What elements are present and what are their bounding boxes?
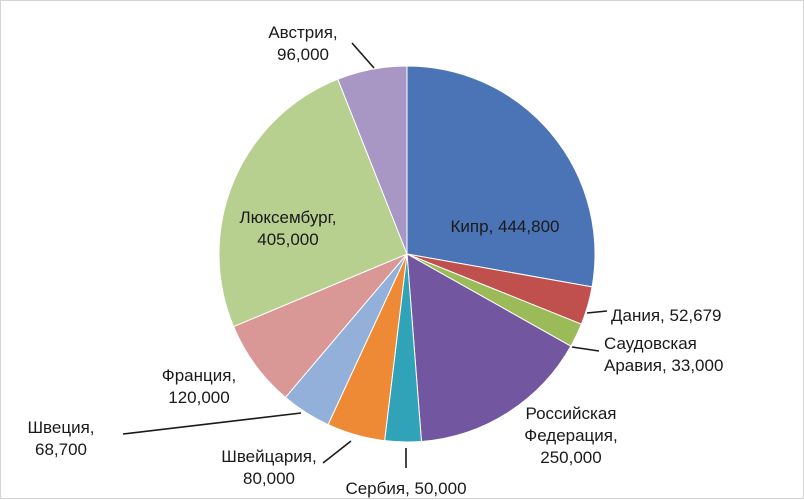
data-label-line: 80,000	[243, 469, 295, 488]
data-label-саудовская-аравия: Саудовская Аравия, 33,000	[604, 334, 723, 375]
leader-line-саудовская-аравия	[571, 346, 600, 352]
data-label-российская-федерация: Российская Федерация, 250,000	[524, 404, 617, 467]
data-label-швейцария: Швейцария, 80,000	[221, 447, 316, 488]
data-label-line: Федерация,	[524, 426, 617, 445]
data-label-line: Российская	[525, 404, 616, 423]
leader-line-швеция	[122, 412, 302, 435]
data-label-line: 96,000	[277, 45, 329, 64]
data-label-дания: Дания, 52,679	[611, 306, 722, 325]
leader-lines-layer	[122, 42, 608, 468]
data-label-line: Кипр, 444,800	[451, 217, 560, 236]
data-label-сербия: Сербия, 50,000	[345, 479, 466, 498]
data-label-line: Австрия,	[268, 23, 337, 42]
slices-layer	[218, 65, 596, 443]
leader-line-дания	[586, 310, 608, 314]
leader-line-австрия	[351, 42, 375, 69]
data-label-line: Франция,	[162, 366, 236, 385]
data-label-австрия: Австрия, 96,000	[268, 23, 337, 64]
data-label-line: Аравия, 33,000	[604, 356, 723, 375]
labels-layer: Кипр, 444,800 Дания, 52,679 Саудовская Арав…	[27, 23, 723, 498]
pie-slice-кипр	[406, 65, 596, 288]
data-label-кипр: Кипр, 444,800	[451, 217, 560, 236]
data-label-line: 68,700	[35, 440, 87, 459]
pie-slice-люксембург	[218, 78, 408, 328]
data-label-line: Саудовская	[604, 334, 697, 353]
data-label-line: Сербия, 50,000	[345, 479, 466, 498]
data-label-line: Швеция,	[27, 418, 94, 437]
data-label-line: Швейцария,	[221, 447, 316, 466]
pie-slice-российская-федерация	[406, 253, 572, 442]
leader-line-швейцария	[322, 440, 352, 464]
data-label-франция: Франция, 120,000	[162, 366, 236, 407]
pie-slice-австрия	[337, 65, 408, 255]
data-label-line: 405,000	[257, 230, 318, 249]
data-label-line: 120,000	[168, 388, 229, 407]
data-label-line: Люксембург,	[240, 208, 337, 227]
data-label-швеция: Швеция, 68,700	[27, 418, 94, 459]
data-label-люксембург: Люксембург, 405,000	[240, 208, 337, 249]
data-label-line: Дания, 52,679	[611, 306, 722, 325]
data-label-line: 250,000	[540, 448, 601, 467]
